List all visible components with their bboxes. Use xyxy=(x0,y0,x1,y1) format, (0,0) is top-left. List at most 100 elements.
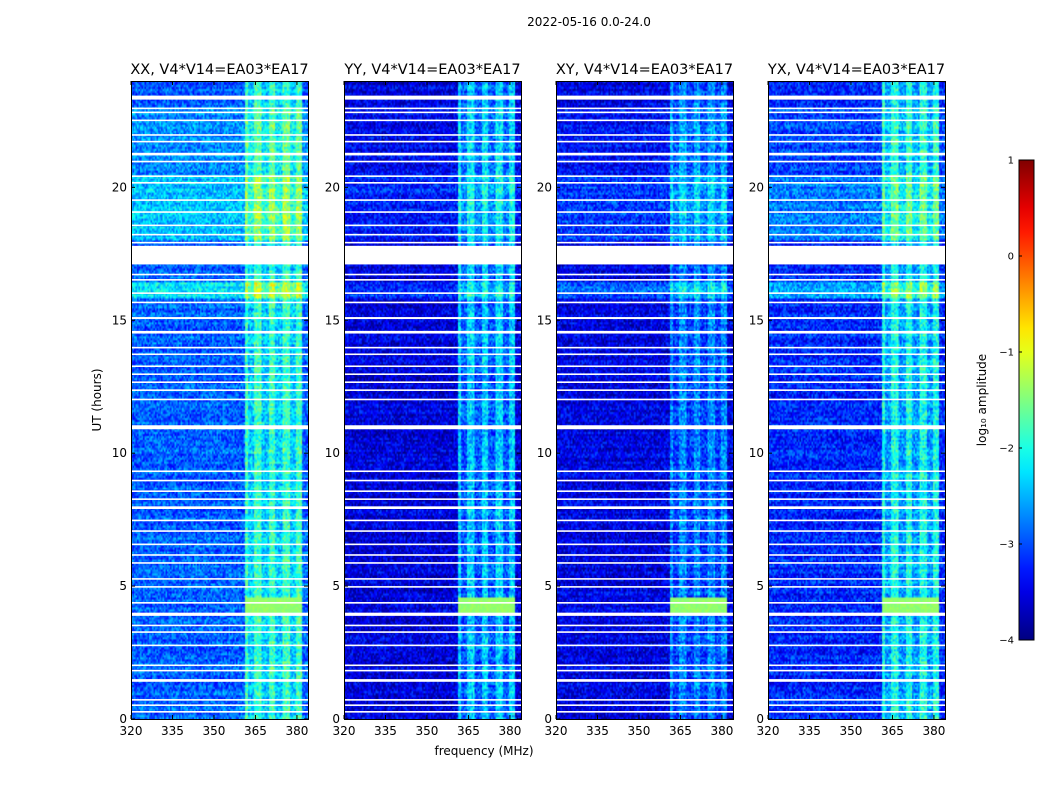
flagged-line xyxy=(556,224,733,227)
flagged-line xyxy=(131,119,308,122)
flagged-band xyxy=(768,679,945,682)
flagged-band xyxy=(131,317,308,320)
flagged-line xyxy=(131,273,308,276)
flagged-line xyxy=(131,470,308,473)
flagged-line xyxy=(131,140,308,143)
flagged-line xyxy=(556,669,733,672)
flagged-line xyxy=(556,543,733,546)
flagged-line xyxy=(556,241,733,244)
y-tick-label: 10 xyxy=(537,446,552,460)
y-tick-label: 10 xyxy=(112,446,127,460)
flagged-line xyxy=(131,479,308,482)
x-tick-label: 380 xyxy=(498,724,521,738)
y-tick-label: 20 xyxy=(112,180,127,194)
flagged-line xyxy=(344,279,521,281)
flagged-line xyxy=(768,389,945,391)
x-tick-label: 335 xyxy=(798,724,821,738)
panel-title: XX, V4*V14=EA03*EA17 xyxy=(130,62,308,78)
flagged-line xyxy=(131,519,308,522)
flagged-line xyxy=(768,199,945,201)
flagged-line xyxy=(131,578,308,580)
colorbar-tick-label: −1 xyxy=(999,348,1014,359)
flagged-line xyxy=(768,711,945,713)
flagged-line xyxy=(768,241,945,244)
y-tick-label: 15 xyxy=(749,313,764,327)
flagged-line xyxy=(556,624,733,627)
panel-title: YX, V4*V14=EA03*EA17 xyxy=(767,62,945,78)
flagged-line xyxy=(556,470,733,473)
flagged-line xyxy=(344,490,521,492)
flagged-line xyxy=(344,160,521,163)
flagged-line xyxy=(556,119,733,122)
flagged-line xyxy=(344,389,521,391)
flagged-line xyxy=(556,346,733,349)
flagged-line xyxy=(131,211,308,213)
x-tick-label: 350 xyxy=(840,724,863,738)
flagged-line xyxy=(344,669,521,672)
flagged-band xyxy=(344,152,521,156)
flagged-line xyxy=(344,664,521,667)
flagged-band xyxy=(344,95,521,100)
y-tick-label: 10 xyxy=(325,446,340,460)
panel-frame xyxy=(768,81,946,720)
flagged-line xyxy=(768,353,945,356)
x-tick-label: 320 xyxy=(120,724,143,738)
flagged-line xyxy=(131,624,308,627)
x-tick-label: 350 xyxy=(203,724,226,738)
flagged-line xyxy=(556,381,733,383)
flagged-line xyxy=(556,140,733,143)
x-tick-label: 320 xyxy=(333,724,356,738)
y-axis-label: UT (hours) xyxy=(90,368,104,431)
flagged-line xyxy=(768,586,945,588)
flagged-line xyxy=(131,233,308,236)
flagged-line xyxy=(344,140,521,143)
flagged-line xyxy=(768,543,945,546)
flagged-line xyxy=(344,644,521,647)
flagged-line xyxy=(768,119,945,122)
flagged-line xyxy=(768,211,945,213)
flagged-band xyxy=(556,612,733,616)
flagged-band xyxy=(344,317,521,320)
flagged-line xyxy=(131,530,308,532)
flagged-line xyxy=(344,233,521,236)
y-tick-label: 15 xyxy=(112,313,127,327)
flagged-line xyxy=(131,644,308,647)
flagged-line xyxy=(344,381,521,383)
x-tick-label: 380 xyxy=(710,724,733,738)
flagged-line xyxy=(131,353,308,356)
flagged-line xyxy=(131,398,308,401)
x-tick-label: 380 xyxy=(285,724,308,738)
flagged-band xyxy=(556,425,733,430)
flagged-line xyxy=(768,699,945,701)
flagged-line xyxy=(556,490,733,492)
flagged-line xyxy=(344,519,521,522)
panel-title: XY, V4*V14=EA03*EA17 xyxy=(556,62,733,78)
flagged-line xyxy=(768,111,945,114)
flagged-line xyxy=(344,554,521,556)
flagged-line xyxy=(344,562,521,564)
y-tick-label: 15 xyxy=(325,313,340,327)
flagged-line xyxy=(344,353,521,356)
flagged-line xyxy=(131,543,308,546)
flagged-line xyxy=(131,554,308,556)
flagged-band xyxy=(768,245,945,265)
flagged-line xyxy=(131,381,308,383)
flagged-line xyxy=(131,301,308,304)
flagged-line xyxy=(556,211,733,213)
flagged-line xyxy=(131,490,308,492)
flagged-line xyxy=(556,353,733,356)
flagged-line xyxy=(131,562,308,564)
flagged-line xyxy=(556,602,733,604)
flagged-line xyxy=(131,365,308,368)
flagged-line xyxy=(344,398,521,401)
flagged-band xyxy=(556,506,733,509)
flagged-band xyxy=(131,152,308,156)
flagged-line xyxy=(556,233,733,236)
x-tick-label: 380 xyxy=(922,724,945,738)
flagged-line xyxy=(344,470,521,473)
flagged-band xyxy=(556,152,733,156)
panel-1: XX, V4*V14=EA03*EA17 320 335 350 365 380 0 5 10 1… xyxy=(112,62,309,738)
flagged-line xyxy=(768,346,945,349)
flagged-line xyxy=(131,199,308,201)
flagged-line xyxy=(768,381,945,383)
